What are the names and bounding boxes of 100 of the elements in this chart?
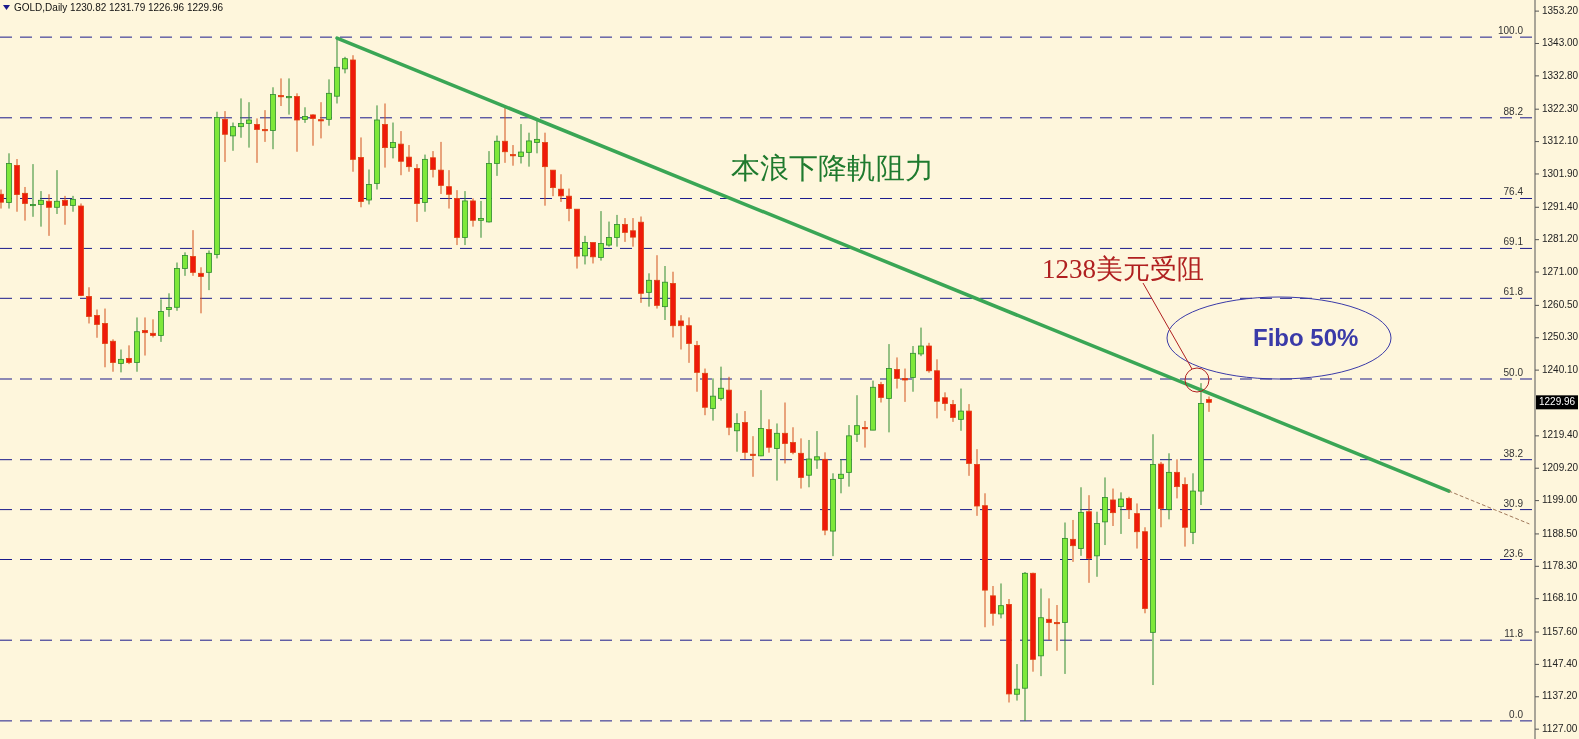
candlestick bbox=[1070, 519, 1076, 563]
y-tick-label: 1260.50 bbox=[1542, 299, 1579, 311]
candlestick bbox=[710, 377, 716, 422]
ref-line-label: 100.0 bbox=[1497, 25, 1524, 37]
candlestick bbox=[398, 130, 404, 176]
candlestick bbox=[438, 141, 444, 195]
candlestick bbox=[294, 92, 300, 153]
y-tick-label: 1157.60 bbox=[1542, 625, 1578, 637]
candlestick bbox=[222, 110, 228, 163]
ref-line-label: 11.8 bbox=[1504, 628, 1524, 640]
candlestick bbox=[646, 272, 652, 308]
candlestick bbox=[990, 585, 996, 627]
candlestick bbox=[718, 366, 724, 402]
annotation: 1229.96 bbox=[1539, 395, 1576, 407]
ref-line-label: 30.9 bbox=[1503, 497, 1524, 509]
candlestick bbox=[998, 582, 1004, 619]
candlestick bbox=[198, 266, 204, 314]
y-tick-label: 1168.10 bbox=[1542, 592, 1578, 604]
candlestick bbox=[782, 402, 788, 464]
candlestick bbox=[318, 101, 324, 139]
candlestick bbox=[622, 217, 628, 243]
candlestick bbox=[598, 210, 604, 262]
candlestick bbox=[534, 119, 540, 154]
candlestick bbox=[918, 327, 924, 357]
candlestick bbox=[278, 77, 284, 107]
candlestick bbox=[86, 286, 92, 324]
y-tick-label: 1332.80 bbox=[1542, 69, 1579, 81]
candlestick bbox=[950, 399, 956, 423]
candlestick bbox=[230, 122, 236, 152]
candlestick bbox=[774, 422, 780, 482]
candlestick bbox=[70, 195, 76, 213]
candlestick bbox=[382, 102, 388, 169]
y-tick-label: 1291.40 bbox=[1542, 200, 1579, 212]
y-tick-label: 1343.00 bbox=[1542, 37, 1579, 49]
candlestick bbox=[838, 458, 844, 494]
candlestick bbox=[550, 169, 556, 197]
candlestick bbox=[854, 394, 860, 443]
y-tick-label: 1301.90 bbox=[1542, 167, 1579, 179]
candlestick bbox=[1134, 502, 1140, 550]
candlestick bbox=[302, 106, 308, 124]
candlestick bbox=[1046, 597, 1052, 641]
ref-line-label: 50.0 bbox=[1503, 367, 1524, 378]
candlestick bbox=[1206, 396, 1212, 413]
candlestick bbox=[254, 117, 260, 164]
candlestick bbox=[750, 435, 756, 478]
candlestick bbox=[494, 135, 500, 177]
ref-line-label: 76.4 bbox=[1503, 186, 1524, 198]
candlestick bbox=[110, 338, 116, 373]
candlestick bbox=[38, 190, 44, 228]
candlestick bbox=[902, 368, 908, 403]
candlestick bbox=[470, 197, 476, 228]
y-tick-label: 1312.10 bbox=[1542, 135, 1579, 147]
candlestick bbox=[366, 169, 372, 205]
y-tick-label: 1250.30 bbox=[1542, 331, 1579, 343]
candlestick bbox=[46, 193, 52, 237]
ref-line-label: 23.6 bbox=[1503, 547, 1524, 559]
candlestick bbox=[150, 318, 156, 338]
candlestick bbox=[262, 109, 268, 143]
candlestick bbox=[614, 214, 620, 248]
y-tick-label: 1127.00 bbox=[1542, 722, 1578, 734]
candlestick bbox=[30, 163, 36, 218]
candlestick bbox=[310, 113, 316, 147]
y-tick-label: 1219.40 bbox=[1542, 429, 1579, 441]
candlestick bbox=[894, 356, 900, 390]
candlestick bbox=[958, 388, 964, 432]
candlestick bbox=[446, 169, 452, 210]
candlestick bbox=[126, 344, 132, 365]
candlestick bbox=[558, 173, 564, 203]
y-tick-label: 1271.00 bbox=[1542, 265, 1579, 277]
candlestick bbox=[406, 144, 412, 173]
candlestick bbox=[390, 122, 396, 159]
candlestick bbox=[510, 144, 516, 167]
candlestick bbox=[94, 309, 100, 339]
candlestick bbox=[502, 106, 508, 164]
y-tick-label: 1178.30 bbox=[1542, 559, 1578, 571]
candlestick bbox=[686, 316, 692, 364]
candlestick bbox=[878, 381, 884, 404]
candlestick bbox=[1014, 663, 1020, 702]
candlestick bbox=[862, 420, 868, 449]
y-tick-label: 1209.20 bbox=[1542, 461, 1579, 473]
candlestick bbox=[142, 316, 148, 357]
y-tick-label: 1147.40 bbox=[1542, 658, 1578, 670]
y-tick-label: 1188.50 bbox=[1542, 527, 1578, 539]
candlestick bbox=[1174, 458, 1180, 499]
candlestick bbox=[1126, 496, 1132, 520]
candlestick bbox=[806, 439, 812, 488]
chart-title: GOLD,Daily 1230.82 1231.79 1226.96 1229.96 bbox=[14, 2, 224, 13]
candlestick bbox=[166, 292, 172, 318]
candlestick bbox=[206, 249, 212, 291]
y-tick-label: 1281.20 bbox=[1542, 233, 1579, 245]
candlestick bbox=[22, 186, 28, 222]
candlestick bbox=[286, 77, 292, 116]
candlestick bbox=[582, 235, 588, 265]
candlestick bbox=[566, 188, 572, 222]
candlestick bbox=[630, 217, 636, 248]
candlestick bbox=[590, 242, 596, 264]
candlestick bbox=[1118, 491, 1124, 535]
candlestick bbox=[182, 251, 188, 277]
candlestick bbox=[478, 200, 484, 239]
candlestick bbox=[190, 229, 196, 277]
